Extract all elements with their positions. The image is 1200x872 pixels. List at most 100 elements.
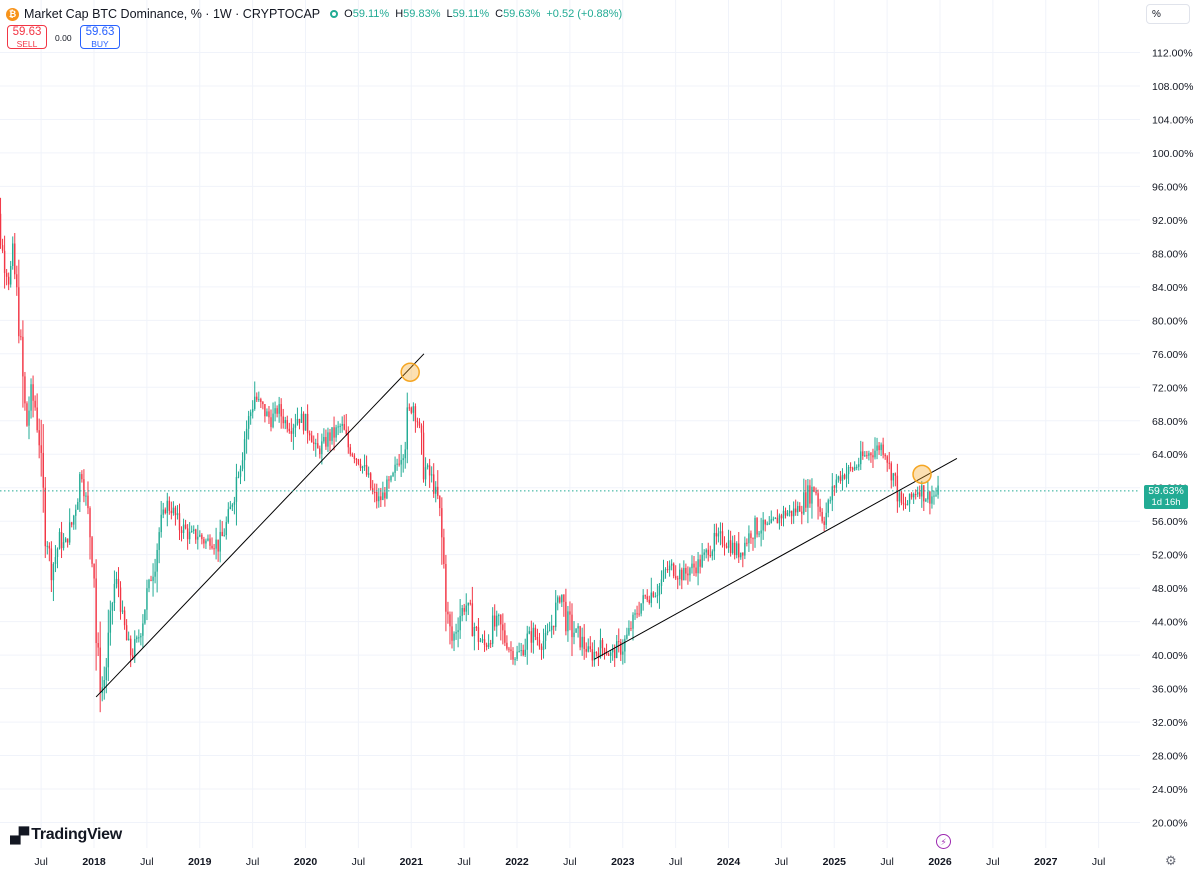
trendline (95, 353, 425, 698)
buy-price: 59.63 (85, 26, 115, 38)
candle-body (384, 492, 386, 499)
candle-body (247, 416, 250, 429)
candle-body (380, 496, 382, 501)
candle-body (363, 465, 366, 467)
y-tick-label: 64.00% (1152, 449, 1188, 461)
candle-body (809, 485, 811, 504)
candle-body (75, 509, 77, 516)
candle-body (323, 437, 325, 442)
candle-body (286, 420, 288, 429)
candle-body (742, 552, 744, 556)
candle-body (414, 406, 417, 422)
candle-body (449, 614, 451, 627)
sell-button[interactable]: 59.63 SELL (7, 25, 47, 49)
symbol-title[interactable]: Market Cap BTC Dominance, % · 1W · CRYPT… (24, 7, 321, 21)
candle-body (695, 567, 697, 574)
candle-body (353, 455, 356, 459)
candle-body (42, 452, 44, 488)
candle-body (213, 548, 215, 550)
candle-body (803, 492, 805, 514)
candle-body (95, 578, 97, 644)
candle-body (402, 458, 404, 461)
candle-body (919, 492, 921, 497)
candle-body (83, 479, 85, 497)
candle-body (280, 404, 282, 417)
candle-body (921, 485, 923, 497)
candle-body (3, 250, 6, 273)
candle-body (294, 424, 297, 428)
candle-body (658, 585, 661, 596)
candle-body (884, 454, 886, 457)
candle-body (190, 530, 193, 532)
spread-value: 0.00 (55, 33, 72, 43)
candle-body (420, 425, 423, 433)
candle-body (776, 517, 779, 524)
candle-body (54, 557, 57, 565)
candle-body (758, 533, 760, 535)
candle-body (681, 569, 683, 581)
candle-body (237, 476, 240, 478)
candle-body (341, 423, 343, 426)
candle-body (396, 463, 398, 465)
candle-body (561, 594, 563, 603)
candle-body (813, 486, 815, 492)
candle-body (416, 421, 419, 423)
candle-body (483, 639, 486, 645)
candle-body (304, 413, 307, 431)
candle-body (44, 487, 46, 547)
market-status-icon[interactable] (330, 10, 339, 18)
candle-body (24, 376, 26, 404)
x-tick-label: Jul (457, 856, 470, 868)
candle-body (872, 455, 874, 458)
candle-body (359, 463, 362, 469)
buy-button[interactable]: 59.63 BUY (80, 25, 120, 49)
gear-icon[interactable]: ⚙ (1165, 853, 1177, 868)
candle-body (262, 401, 264, 405)
candle-body (93, 563, 95, 579)
x-tick-label: Jul (352, 856, 365, 868)
candle-body (270, 417, 272, 428)
candle-body (453, 633, 455, 641)
x-tick-label: Jul (880, 856, 893, 868)
x-tick-label: Jul (669, 856, 682, 868)
candle-body (117, 578, 120, 588)
candle-body (339, 425, 341, 427)
candle-body (912, 493, 915, 498)
candle-body (790, 510, 793, 517)
tradingview-logo[interactable]: ▄▀ TradingView (10, 826, 122, 844)
candle-body (292, 427, 295, 434)
candle-body (158, 532, 160, 550)
candle-body (249, 412, 252, 417)
candle-body (890, 463, 892, 481)
candle-body (782, 510, 785, 519)
candle-body (544, 632, 547, 641)
candle-body (593, 651, 596, 661)
candle-body (111, 602, 114, 611)
candle-body (843, 474, 846, 479)
candle-body (888, 462, 890, 464)
candle-body (142, 623, 144, 636)
candle-body (233, 501, 236, 505)
candle-body (361, 466, 364, 469)
candle-body (134, 639, 136, 658)
candle-body (345, 429, 347, 434)
lightning-icon[interactable]: ⚡ (936, 834, 951, 849)
candle-body (81, 474, 83, 480)
x-tick-label: Jul (140, 856, 153, 868)
candle-body (239, 468, 242, 477)
candle-body (841, 474, 844, 481)
candle-body (313, 442, 315, 444)
candle-body (882, 444, 884, 455)
candle-body (32, 384, 34, 401)
candle-body (904, 503, 907, 506)
candle-body (77, 501, 79, 510)
candle-body (154, 571, 156, 577)
candle-body (565, 601, 567, 632)
y-tick-label: 72.00% (1152, 382, 1188, 394)
scale-percent-button[interactable]: % (1146, 4, 1190, 24)
x-tick-label: 2026 (928, 856, 952, 868)
candle-body (914, 493, 917, 495)
candle-body (91, 537, 93, 564)
candle-body (778, 515, 781, 524)
